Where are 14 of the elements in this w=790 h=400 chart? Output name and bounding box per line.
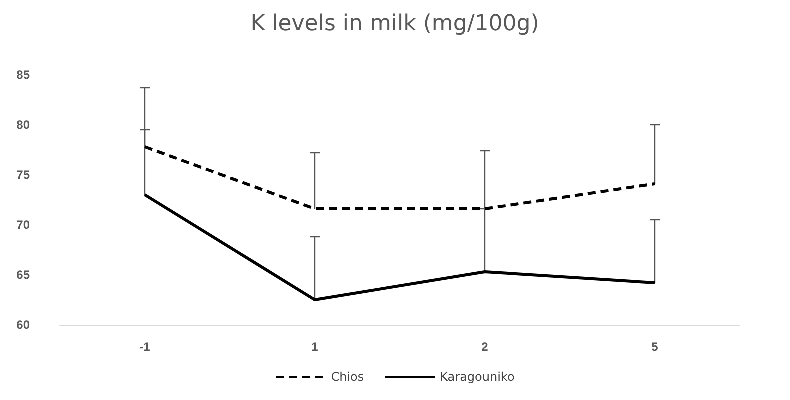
line-series xyxy=(144,194,656,302)
y-tick-label: 85 xyxy=(16,68,30,82)
chart-title: K levels in milk (mg/100g) xyxy=(250,12,540,36)
y-tick-label: 75 xyxy=(16,168,30,182)
y-tick-label: 80 xyxy=(16,118,30,132)
x-tick-label: 2 xyxy=(482,340,489,354)
y-tick-label: 65 xyxy=(16,268,30,282)
y-tick-label: 60 xyxy=(16,318,30,332)
x-tick-label: 1 xyxy=(312,340,319,354)
x-tick-label: 5 xyxy=(652,340,659,354)
y-tick-label: 70 xyxy=(16,218,30,232)
x-tick-label: -1 xyxy=(140,340,151,354)
legend-label: Karagouniko xyxy=(440,370,515,384)
legend-label: Chios xyxy=(331,370,364,384)
